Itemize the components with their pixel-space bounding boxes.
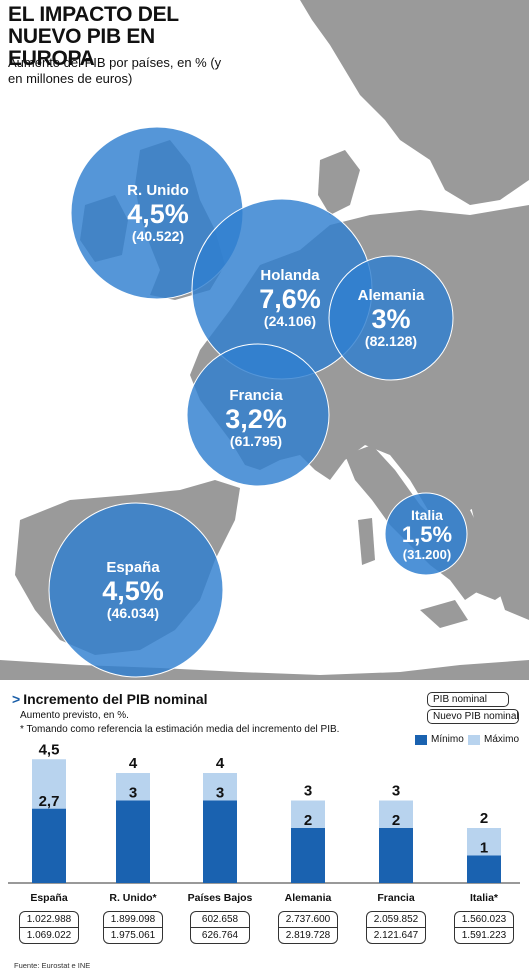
legend-nuevo-pib: Nuevo PIB nominal — [427, 709, 519, 724]
nominal-box: 602.658 626.764 — [190, 911, 250, 944]
category-label: Italia* — [469, 892, 499, 904]
pib-nominal-value: 1.899.098 — [104, 912, 162, 928]
category-label: Países Bajos — [187, 892, 253, 904]
bar-min — [379, 828, 413, 883]
category-label: R. Unido* — [109, 892, 157, 904]
balkans-land — [470, 455, 529, 620]
legend-max-label: Máximo — [484, 734, 520, 745]
pib-nominal-value: 1.022.988 — [20, 912, 78, 928]
data-label-min: 3 — [129, 785, 137, 802]
bar-min — [203, 800, 237, 883]
section-title-text: Incremento del PIB nominal — [23, 691, 208, 707]
pib-nominal-value: 2.059.852 — [367, 912, 425, 928]
nuevo-pib-value: 626.764 — [201, 930, 239, 941]
bubble-label-uk: R. Unido 4,5% (40.522) — [127, 182, 189, 244]
nominal-box: 1.560.023 1.591.223 — [454, 911, 514, 944]
data-label-min: 2,7 — [39, 793, 60, 810]
map-area: EL IMPACTO DEL NUEVO PIB EN EUROPA Aumen… — [0, 0, 529, 680]
category-label: Alemania — [284, 892, 332, 904]
data-label-min: 2 — [304, 812, 312, 829]
bubble-percent: 1,5% — [401, 522, 453, 547]
bubble-value: (24.106) — [263, 313, 317, 329]
category-label: España — [30, 892, 68, 904]
section-title: > Incremento del PIB nominal — [12, 691, 208, 707]
source-note: Fuente: Eurostat e INE — [14, 961, 91, 970]
bubble-alemania — [328, 255, 454, 381]
sicily-land — [420, 600, 468, 628]
denmark-land — [318, 150, 360, 215]
section-subtitle: Aumento previsto, en %. — [20, 710, 129, 721]
legend-pib-nominal: PIB nominal — [427, 692, 509, 707]
arrow-icon: > — [12, 691, 21, 707]
nominal-box: 2.737.600 2.819.728 — [278, 911, 338, 944]
nuevo-pib-value: 1.975.061 — [110, 930, 156, 941]
bubble-value: (31.200) — [402, 547, 452, 562]
bubble-country: R. Unido — [127, 182, 189, 199]
bubble-label-alemania: Alemania 3% (82.128) — [358, 287, 425, 349]
pib-nominal-value: 602.658 — [191, 912, 249, 928]
bubble-value: (46.034) — [106, 605, 160, 621]
data-label-max: 3 — [304, 783, 312, 800]
scandinavia-land — [300, 0, 529, 205]
bar-min — [32, 808, 66, 883]
bubble-label-francia: Francia 3,2% (61.795) — [225, 387, 287, 449]
bar-min — [116, 800, 150, 883]
legend-min-label: Mínimo — [431, 734, 464, 745]
bubble-country: Italia — [411, 507, 443, 523]
bubble-value: (61.795) — [229, 433, 283, 449]
nuevo-pib-value: 2.121.647 — [373, 930, 419, 941]
nuevo-pib-value: 1.591.223 — [461, 930, 507, 941]
nominal-box: 1.899.098 1.975.061 — [103, 911, 163, 944]
data-label-min: 2 — [392, 812, 400, 829]
africa-land — [0, 660, 529, 680]
bubble-country: Francia — [229, 387, 283, 404]
bubble-francia — [186, 343, 330, 487]
nominal-box: 2.059.852 2.121.647 — [366, 911, 426, 944]
bubble-value: (82.128) — [364, 333, 418, 349]
bubble-percent: 4,5% — [102, 576, 164, 606]
legend-min-swatch — [415, 735, 427, 745]
bubble-percent: 3,2% — [225, 404, 287, 434]
data-label-min: 3 — [216, 785, 224, 802]
bubble-value: (40.522) — [131, 228, 185, 244]
bubble-country: España — [106, 559, 160, 576]
page-subtitle: Aumento del PIB por países, en % (y en m… — [8, 55, 222, 86]
data-label-max: 3 — [392, 783, 400, 800]
nuevo-pib-value: 2.819.728 — [285, 930, 331, 941]
section-note: * Tomando como referencia la estimación … — [20, 724, 340, 735]
legend-max-swatch — [468, 735, 480, 745]
category-label: Francia — [377, 892, 415, 904]
pib-nominal-value: 1.560.023 — [455, 912, 513, 928]
bubble-italia — [384, 492, 468, 576]
data-label-max: 4,5 — [39, 741, 60, 758]
data-label-max: 4 — [216, 755, 225, 772]
bubble-label-italia: Italia 1,5% (31.200) — [402, 507, 452, 563]
bubble-percent: 4,5% — [127, 199, 189, 229]
data-label-min: 1 — [480, 840, 488, 857]
bubble-label-espana: España 4,5% (46.034) — [102, 559, 164, 621]
bar-min — [467, 855, 501, 883]
page-title: EL IMPACTO DEL NUEVO PIB EN EUROPA — [8, 3, 179, 70]
bubble-country: Alemania — [357, 287, 425, 304]
sardinia-land — [358, 518, 375, 565]
bubble-percent: 7,6% — [259, 284, 321, 314]
bubble-espana — [48, 502, 224, 678]
bar-min — [291, 828, 325, 883]
bubble-country: Holanda — [260, 267, 320, 284]
nuevo-pib-value: 1.069.022 — [26, 930, 72, 941]
nominal-section: 4,5 2,7 4 3 4 3 3 2 3 2 2 1 > Incremento del PIB nom… — [0, 683, 529, 976]
data-label-max: 2 — [480, 810, 488, 827]
bubble-label-holanda: Holanda 7,6% (24.106) — [259, 267, 321, 329]
bar-chart: 4,5 2,7 4 3 4 3 3 2 3 2 2 1 — [8, 741, 520, 884]
nominal-box: 1.022.988 1.069.022 — [19, 911, 79, 944]
pib-nominal-value: 2.737.600 — [279, 912, 337, 928]
europe-map — [0, 0, 529, 680]
data-label-max: 4 — [129, 755, 138, 772]
bubble-percent: 3% — [371, 304, 411, 334]
